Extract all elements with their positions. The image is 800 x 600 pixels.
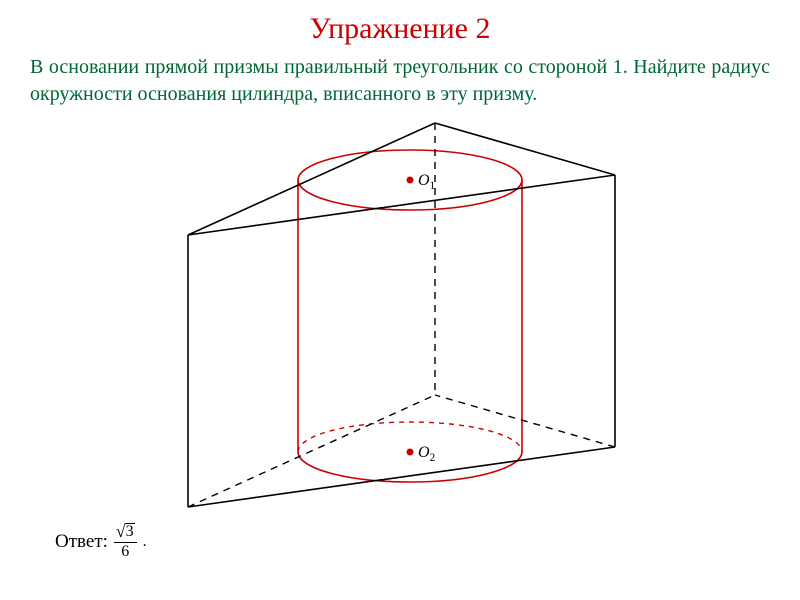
geometry-diagram: O1 O2 [150, 115, 680, 525]
exercise-title: Упражнение 2 [0, 0, 800, 46]
svg-text:O2: O2 [418, 444, 435, 464]
fraction-denominator: 6 [121, 543, 129, 560]
answer-label: Ответ: [55, 531, 108, 553]
answer-fraction: √ 3 6 [114, 523, 137, 560]
sqrt-arg: 3 [125, 523, 135, 540]
title-text: Упражнение 2 [310, 12, 491, 45]
svg-text:O1: O1 [418, 172, 435, 192]
answer-block: Ответ: √ 3 6 . [55, 523, 147, 560]
problem-text-content: В основании прямой призмы правильный тре… [30, 56, 770, 105]
fraction-numerator: √ 3 [114, 523, 137, 543]
sqrt-expression: √ 3 [116, 523, 135, 541]
answer-period: . [143, 533, 147, 551]
problem-statement: В основании прямой призмы правильный тре… [0, 46, 800, 108]
